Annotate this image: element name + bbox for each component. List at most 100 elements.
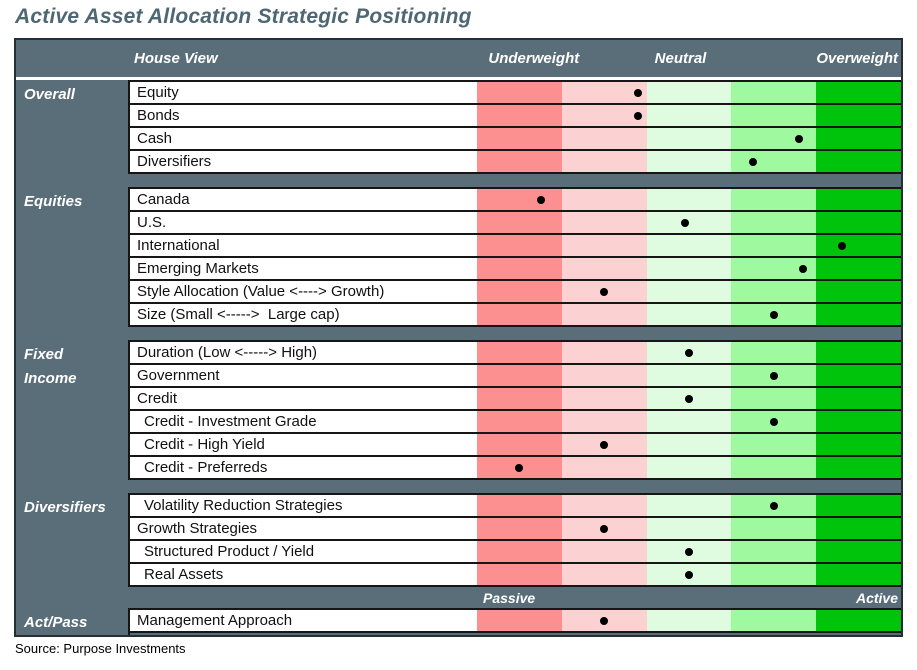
scale-cell-0 [477,304,562,325]
scale-cell-4 [816,258,901,279]
scale-cell-4 [816,457,901,478]
section-label: Fixed Income [24,346,77,387]
passive-active-zone: Passive Active [477,587,901,608]
scale-cell-0 [477,212,562,233]
row-scale [477,304,901,325]
row-label: Credit [137,390,178,407]
scale-cell-3 [731,258,817,279]
position-dot [685,348,693,357]
row-label: Equity [137,84,179,101]
row-label: Growth Strategies [137,520,258,537]
section-label: Act/Pass [24,614,88,631]
table-row: Growth Strategies [130,518,901,541]
scale-cell-4 [816,518,901,539]
table-row: International [130,235,901,258]
scale-cell-2 [646,235,732,256]
scale-cell-3 [731,434,817,455]
position-dot [600,524,609,533]
table-row: Canada [130,189,901,212]
row-label: Canada [137,191,190,208]
page-title: Active Asset Allocation Strategic Positi… [15,5,472,28]
position-dot [799,264,808,273]
row-scale [477,434,901,455]
scale-cell-0 [477,518,562,539]
scale-cell-1 [561,189,647,210]
row-label: Duration (Low <-----> High) [137,344,318,361]
passive-active-bar: Passive Active [16,587,901,608]
scale-cell-4 [816,610,901,631]
row-label: Government [137,367,220,384]
table-row: Credit [130,388,901,411]
row-label: Management Approach [137,612,293,629]
section-act-pass: Act/Pass Management Approach [16,608,901,635]
position-dot [837,241,846,250]
scale-cell-2 [646,365,732,386]
row-scale [477,457,901,478]
position-dot [685,394,693,403]
scale-cell-2 [646,518,732,539]
scale-cell-0 [477,235,562,256]
scale-cell-1 [561,128,647,149]
scale-cell-1 [561,304,647,325]
position-dot [600,287,609,296]
scale-cell-2 [646,281,732,302]
row-label: Bonds [137,107,180,124]
table-row: Real Assets [130,564,901,587]
active-label: Active [855,589,898,606]
table-row: Equity [130,82,901,105]
scale-cell-4 [816,434,901,455]
source-note: Source: Purpose Investments [15,641,186,656]
scale-cell-3 [731,212,817,233]
row-label: Real Assets [144,566,224,583]
header-divider [16,77,901,80]
house-view-label: House View [134,50,218,67]
scale-cell-3 [731,82,817,103]
row-label: Credit - Preferreds [144,459,268,476]
scale-cell-3 [731,151,817,172]
row-label: Diversifiers [137,153,212,170]
table-row: Credit - Investment Grade [130,411,901,434]
allocation-table: House View Underweight Neutral Overweigh… [14,38,903,637]
section-label: Overall [24,86,75,103]
position-dot [536,195,545,204]
section-equities: Equities Canada U.S. International Emerging … [16,187,901,327]
scale-cell-2 [646,258,732,279]
scale-cell-2 [646,434,732,455]
scale-cell-0 [477,189,562,210]
position-dot [748,157,757,166]
scale-cell-0 [477,434,562,455]
scale-cell-0 [477,281,562,302]
scale-cell-3 [731,128,817,149]
row-label: Credit - Investment Grade [144,413,317,430]
scale-cell-4 [816,212,901,233]
scale-cell-4 [816,342,901,363]
row-label: International [137,237,220,254]
row-scale [477,518,901,539]
scale-cell-4 [816,105,901,126]
table-row: U.S. [130,212,901,235]
scale-cell-1 [561,342,647,363]
scale-cell-0 [477,365,562,386]
scale-cell-0 [477,541,562,562]
row-scale [477,281,901,302]
scale-cell-3 [731,235,817,256]
table-row: Diversifiers [130,151,901,174]
row-label: Structured Product / Yield [144,543,315,560]
section-diversifiers: Diversifiers Volatility Reduction Strateg… [16,493,901,587]
scale-cell-2 [646,82,732,103]
scale-cell-1 [561,564,647,585]
row-scale [477,342,901,363]
scale-cell-1 [561,411,647,432]
row-scale [477,212,901,233]
scale-cell-2 [646,189,732,210]
section-rows: Volatility Reduction Strategies Growth St… [128,493,901,587]
scale-cell-1 [561,151,647,172]
table-row: Credit - High Yield [130,434,901,457]
scale-cell-4 [816,82,901,103]
row-label: U.S. [137,214,167,231]
table-row: Size (Small <-----> Large cap) [130,304,901,327]
scale-cell-4 [816,411,901,432]
table-row: Volatility Reduction Strategies [130,495,901,518]
scale-cell-2 [646,495,732,516]
scale-cell-4 [816,495,901,516]
